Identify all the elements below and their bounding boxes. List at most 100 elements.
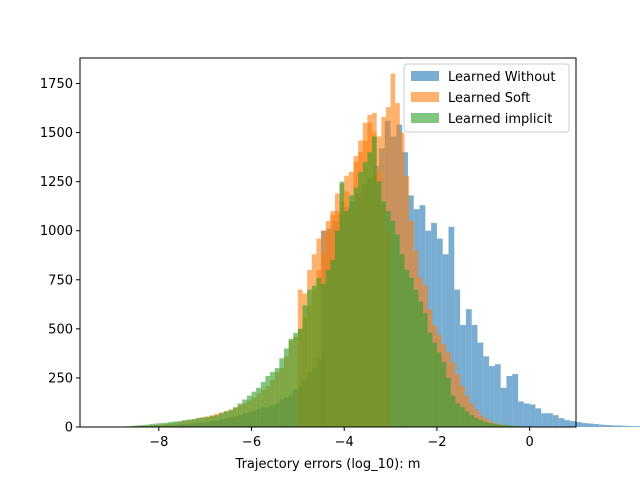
bar-learned-soft-main-80 xyxy=(474,409,479,427)
bar-learned-implicit-main-18 xyxy=(186,419,192,427)
bar-learned-implicit-main-67 xyxy=(413,289,419,427)
y-tick-label: 1000 xyxy=(40,224,73,239)
x-axis-title: Trajectory errors (log_10): m xyxy=(235,457,421,472)
x-tick-label: −8 xyxy=(149,435,168,450)
bar-learned-without-main-37 xyxy=(535,408,542,427)
legend-label: Learned implicit xyxy=(448,112,552,127)
bar-learned-soft-main-77 xyxy=(460,385,465,427)
bar-learned-implicit-main-31 xyxy=(246,395,252,427)
bar-learned-implicit-main-27 xyxy=(228,410,233,427)
bar-learned-implicit-main-55 xyxy=(358,171,363,427)
bar-learned-without-main-47 xyxy=(593,424,600,427)
bar-learned-without-main-24 xyxy=(460,324,466,427)
bar-learned-without-main-48 xyxy=(599,424,605,427)
bar-learned-implicit-main-42 xyxy=(297,328,303,427)
bar-learned-implicit-main-7 xyxy=(135,425,141,427)
bar-learned-implicit-main-66 xyxy=(409,277,414,427)
bar-learned-implicit-main-79 xyxy=(469,415,475,427)
bar-learned-implicit-main-71 xyxy=(432,342,437,427)
bar-learned-implicit-main-14 xyxy=(168,422,173,427)
bar-learned-implicit-main-47 xyxy=(321,283,326,427)
y-tick-label: 0 xyxy=(65,421,73,436)
bar-learned-without-main-30 xyxy=(494,364,501,427)
bar-learned-implicit-main-17 xyxy=(181,420,187,427)
bar-learned-implicit-main-22 xyxy=(205,417,210,427)
bar-learned-implicit-main-86 xyxy=(501,425,507,427)
bar-learned-without-main-39 xyxy=(547,413,553,427)
bar-learned-without-main-33 xyxy=(512,374,519,427)
bar-learned-without-main-42 xyxy=(564,420,571,427)
legend-box xyxy=(403,63,570,133)
bar-learned-without-main-22 xyxy=(448,226,455,427)
x-tick-label: 0 xyxy=(526,435,534,450)
y-tick-label: 250 xyxy=(48,371,73,386)
bar-learned-implicit-main-28 xyxy=(232,407,238,427)
bar-learned-implicit-main-63 xyxy=(395,234,400,427)
x-axis: −8 −6 −4 −2 0 xyxy=(149,427,534,450)
bar-learned-without-main-25 xyxy=(465,309,472,427)
plot-frame xyxy=(79,57,577,428)
x-tick-label: −2 xyxy=(427,435,446,450)
bar-learned-without-main-46 xyxy=(587,423,594,427)
bar-learned-implicit-main-36 xyxy=(270,372,275,427)
bar-learned-without-main-23 xyxy=(454,289,461,427)
bar-learned-implicit-main-60 xyxy=(381,201,386,427)
bar-learned-without-main-38 xyxy=(541,413,548,427)
bar-learned-without-main-26 xyxy=(471,324,478,427)
bar-learned-implicit-main-25 xyxy=(219,413,224,427)
y-tick-label: 1500 xyxy=(40,126,73,141)
bar-learned-implicit-main-30 xyxy=(242,399,247,427)
bar-learned-implicit-main-59 xyxy=(376,181,382,427)
bar-learned-implicit-main-6 xyxy=(130,425,136,427)
legend: Learned Without Learned Soft Learned impli… xyxy=(403,63,570,133)
legend-swatch xyxy=(411,113,439,123)
bar-learned-implicit-main-69 xyxy=(423,313,428,427)
bar-learned-without-main-52 xyxy=(622,425,629,427)
y-tick-label: 1750 xyxy=(40,77,73,92)
bar-learned-implicit-main-26 xyxy=(223,411,229,427)
bar-learned-implicit-main-15 xyxy=(172,421,178,427)
bar-learned-implicit-main-19 xyxy=(191,419,196,427)
bar-learned-without-main-31 xyxy=(500,387,507,427)
bar-learned-implicit-main-82 xyxy=(483,422,488,427)
bar-learned-implicit-main-38 xyxy=(279,358,284,427)
bar-learned-implicit-main-81 xyxy=(478,420,484,427)
bar-learned-without-main-28 xyxy=(483,356,490,427)
bar-learned-implicit-main-87 xyxy=(506,425,512,427)
bar-learned-implicit-main-51 xyxy=(339,181,345,427)
bar-learned-implicit-main-75 xyxy=(450,395,456,427)
bar-learned-implicit-main-64 xyxy=(399,254,405,427)
bar-learned-without-main-21 xyxy=(442,254,449,427)
bar-learned-without-main-32 xyxy=(506,375,513,427)
bar-learned-implicit-main-56 xyxy=(362,162,368,427)
bar-learned-implicit-main-54 xyxy=(353,187,359,427)
bar-learned-implicit-main-16 xyxy=(177,421,182,427)
bar-learned-implicit-main-43 xyxy=(302,305,308,427)
bar-learned-implicit-main-57 xyxy=(367,152,373,427)
legend-swatch xyxy=(411,71,439,81)
legend-swatch xyxy=(411,92,439,102)
bar-learned-implicit-main-41 xyxy=(293,332,298,427)
bar-learned-without-main-50 xyxy=(610,425,617,427)
bar-learned-implicit-main-85 xyxy=(497,424,502,427)
legend-label: Learned Soft xyxy=(448,91,530,106)
bar-learned-implicit-main-70 xyxy=(427,332,433,427)
bar-learned-implicit-main-32 xyxy=(251,391,257,427)
bar-learned-implicit-main-49 xyxy=(330,260,335,427)
bar-learned-implicit-main-84 xyxy=(492,424,498,427)
bar-learned-implicit-main-80 xyxy=(474,418,479,427)
bar-learned-implicit-main-20 xyxy=(195,418,201,427)
bar-learned-implicit-main-13 xyxy=(163,422,169,427)
bar-learned-implicit-main-88 xyxy=(511,425,516,427)
y-tick-label: 500 xyxy=(48,322,73,337)
bar-learned-implicit-main-39 xyxy=(283,348,289,427)
x-tick-label: −6 xyxy=(242,435,261,450)
bar-learned-implicit-main-48 xyxy=(325,269,331,427)
bar-learned-without-main-54 xyxy=(633,426,640,427)
bar-learned-without-main-20 xyxy=(436,238,443,427)
bar-learned-without-main-53 xyxy=(628,426,634,427)
bar-learned-without-main-51 xyxy=(616,425,623,427)
bar-learned-soft-main-76 xyxy=(455,374,461,427)
bar-learned-implicit-main-62 xyxy=(390,220,396,427)
